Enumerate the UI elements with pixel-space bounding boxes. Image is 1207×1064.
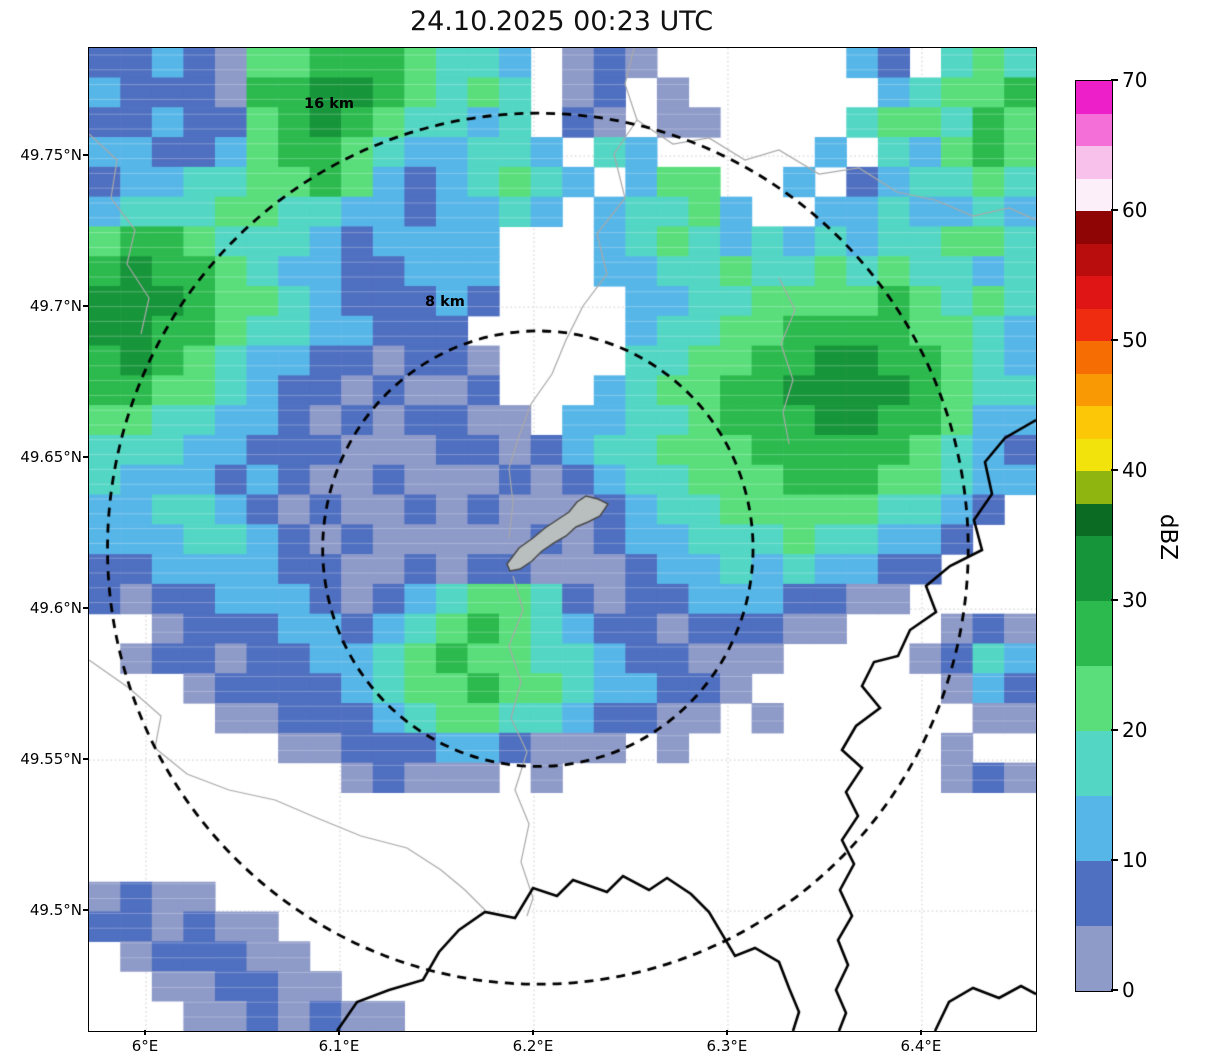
- colorbar-tick-label: 10: [1122, 848, 1148, 872]
- range-ring-label-8km: 8 km: [425, 294, 465, 310]
- range-ring-label-16km: 16 km: [304, 96, 354, 112]
- colorbar-segment: [1076, 601, 1112, 666]
- colorbar-segment: [1076, 438, 1112, 471]
- x-axis-tick-label: 6.3°E: [706, 1037, 748, 1055]
- radar-map-canvas: [89, 48, 1036, 1031]
- y-axis-tickmark: [83, 607, 88, 609]
- colorbar-segment: [1076, 503, 1112, 536]
- colorbar-segment: [1076, 471, 1112, 504]
- colorbar-segment: [1076, 926, 1112, 991]
- y-axis-tick-label: 49.75°N: [20, 146, 82, 165]
- x-axis-tick-label: 6.2°E: [512, 1037, 554, 1055]
- y-axis-tick-label: 49.5°N: [29, 901, 82, 920]
- x-axis-tick-label: 6°E: [131, 1037, 159, 1055]
- x-axis-tickmark: [144, 1030, 146, 1035]
- colorbar-segment: [1076, 861, 1112, 926]
- colorbar-segment: [1076, 731, 1112, 796]
- colorbar-tick-label: 50: [1122, 328, 1148, 352]
- colorbar-axis-label: dBZ: [1155, 513, 1181, 561]
- y-axis-tick-label: 49.55°N: [20, 750, 82, 769]
- colorbar-segment: [1076, 536, 1112, 601]
- colorbar-tickmark: [1111, 469, 1118, 471]
- colorbar-tickmark: [1111, 599, 1118, 601]
- colorbar-segment: [1076, 113, 1112, 146]
- y-axis-tick-label: 49.6°N: [29, 599, 82, 618]
- colorbar-tick-label: 30: [1122, 588, 1148, 612]
- x-axis-tickmark: [920, 1030, 922, 1035]
- colorbar-tick-label: 20: [1122, 718, 1148, 742]
- colorbar-segment: [1076, 178, 1112, 211]
- x-axis-tickmark: [532, 1030, 534, 1035]
- colorbar-segment: [1076, 373, 1112, 406]
- colorbar-segment: [1076, 666, 1112, 731]
- colorbar-segment: [1076, 81, 1112, 114]
- x-axis-tickmark: [726, 1030, 728, 1035]
- colorbar-segment: [1076, 406, 1112, 439]
- colorbar-tick-label: 40: [1122, 458, 1148, 482]
- y-axis-tick-label: 49.7°N: [29, 297, 82, 316]
- colorbar-segment: [1076, 276, 1112, 309]
- colorbar-tickmark: [1111, 339, 1118, 341]
- colorbar-tickmark: [1111, 209, 1118, 211]
- colorbar-segment: [1076, 243, 1112, 276]
- colorbar-tick-label: 60: [1122, 198, 1148, 222]
- y-axis-tickmark: [83, 909, 88, 911]
- colorbar-segment: [1076, 146, 1112, 179]
- colorbar-segment: [1076, 308, 1112, 341]
- radar-map: 16 km 8 km: [88, 47, 1037, 1032]
- chart-title: 24.10.2025 00:23 UTC: [409, 6, 714, 37]
- colorbar-tickmark: [1111, 859, 1118, 861]
- colorbar-tickmark: [1111, 989, 1118, 991]
- y-axis-tickmark: [83, 758, 88, 760]
- x-axis-tick-label: 6.4°E: [900, 1037, 942, 1055]
- x-axis-tick-label: 6.1°E: [318, 1037, 360, 1055]
- colorbar-tickmark: [1111, 79, 1118, 81]
- colorbar-segment: [1076, 796, 1112, 861]
- y-axis-tick-label: 49.65°N: [20, 448, 82, 467]
- y-axis-tickmark: [83, 154, 88, 156]
- y-axis-tickmark: [83, 456, 88, 458]
- y-axis-tickmark: [83, 305, 88, 307]
- colorbar: [1075, 80, 1113, 992]
- colorbar-tick-label: 70: [1122, 68, 1148, 92]
- colorbar-tickmark: [1111, 729, 1118, 731]
- colorbar-tick-label: 0: [1122, 978, 1135, 1002]
- colorbar-segment: [1076, 341, 1112, 374]
- colorbar-segment: [1076, 211, 1112, 244]
- x-axis-tickmark: [338, 1030, 340, 1035]
